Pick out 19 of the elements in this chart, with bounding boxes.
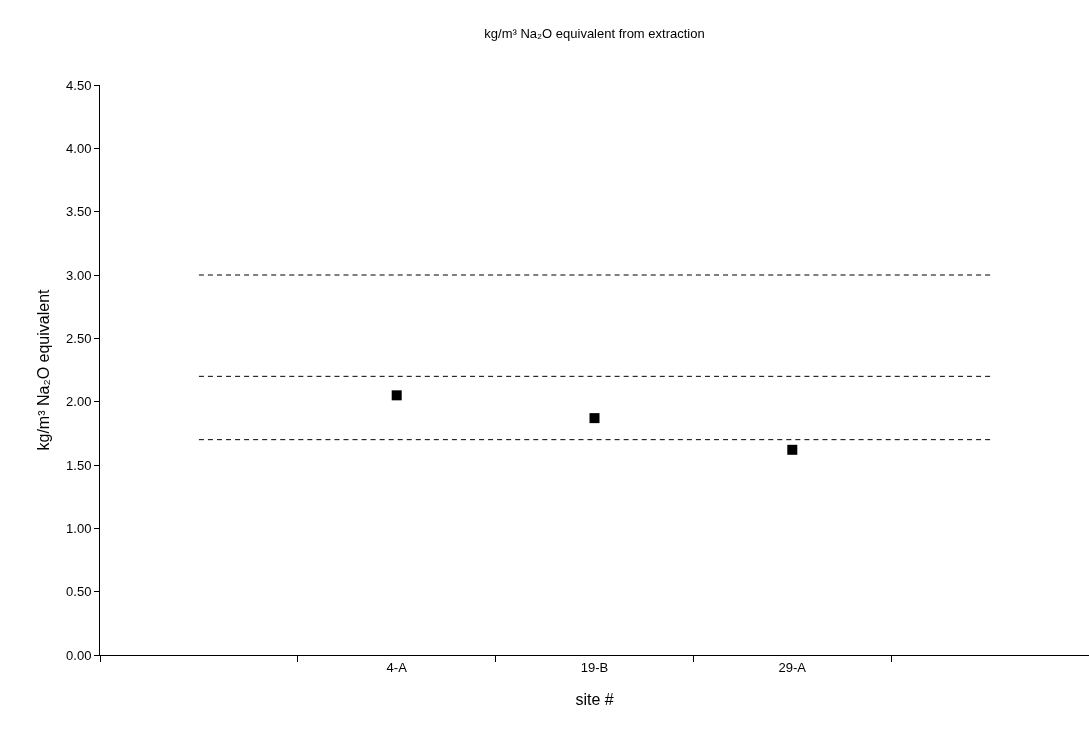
y-tick-label: 1.00 — [66, 520, 92, 536]
y-tick-label: 0.00 — [66, 647, 92, 663]
y-axis-title: kg/m³ Na₂O equivalent — [34, 288, 52, 451]
y-tick-label: 3.50 — [66, 204, 92, 220]
y-tick-label: 3.00 — [66, 267, 92, 283]
y-tick-label: 2.00 — [66, 394, 92, 410]
y-tick-label: 2.50 — [66, 330, 92, 346]
x-axis-title: site # — [575, 691, 614, 709]
point — [391, 390, 402, 401]
y-tick-label: 4.50 — [66, 77, 92, 93]
x-tick-label: 29-A — [778, 659, 807, 675]
point — [787, 444, 798, 455]
point — [589, 413, 600, 424]
chart-title: kg/m³ Na₂O equivalent from extraction — [484, 26, 705, 42]
y-tick-label: 4.00 — [66, 140, 92, 156]
y-tick-label: 0.50 — [66, 584, 92, 600]
x-tick-label: 19-B — [580, 659, 609, 675]
x-tick-label: 4-A — [386, 659, 408, 675]
y-tick-label: 1.50 — [66, 457, 92, 473]
